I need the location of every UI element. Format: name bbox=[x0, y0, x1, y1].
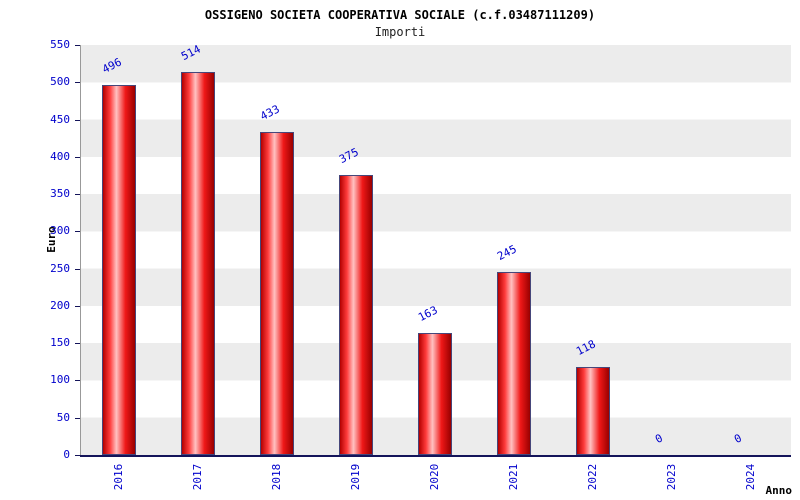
y-tick-label: 500 bbox=[50, 75, 70, 89]
x-tick-label: 2021 bbox=[506, 463, 520, 491]
x-tick-label: 2016 bbox=[112, 463, 126, 491]
bar bbox=[260, 132, 295, 455]
x-tick-label: 2018 bbox=[270, 463, 284, 491]
x-tick-label: 2023 bbox=[664, 463, 678, 491]
y-tick-mark bbox=[75, 417, 80, 419]
bar bbox=[339, 175, 374, 455]
y-tick-mark bbox=[75, 82, 80, 84]
y-tick-label: 300 bbox=[50, 224, 70, 238]
bar bbox=[575, 367, 610, 455]
y-tick-mark bbox=[75, 194, 80, 196]
y-tick-label: 200 bbox=[50, 298, 70, 312]
y-tick-mark bbox=[75, 119, 80, 121]
y-tick-label: 150 bbox=[50, 336, 70, 350]
x-tick-label: 2019 bbox=[349, 463, 363, 491]
chart-subtitle: Importi bbox=[374, 25, 426, 39]
y-tick-label: 50 bbox=[56, 410, 70, 424]
bar bbox=[496, 272, 531, 455]
y-tick-label: 400 bbox=[50, 149, 70, 163]
y-tick-label: 350 bbox=[50, 187, 70, 201]
y-tick-label: 100 bbox=[50, 373, 70, 387]
x-tick-label: 2020 bbox=[428, 463, 441, 491]
y-tick-mark bbox=[75, 231, 80, 233]
y-tick-label: 450 bbox=[50, 112, 70, 126]
x-tick-label: 2022 bbox=[585, 463, 599, 491]
x-axis-line bbox=[80, 455, 791, 457]
y-tick-mark bbox=[75, 455, 80, 456]
x-tick-label: 2017 bbox=[191, 463, 205, 491]
chart-title: OSSIGENO SOCIETA COOPERATIVA SOCIALE (c.… bbox=[204, 8, 596, 22]
bar bbox=[181, 71, 216, 455]
y-tick-mark bbox=[75, 268, 80, 270]
y-tick-label: 550 bbox=[50, 38, 70, 51]
bar bbox=[102, 85, 137, 455]
y-tick-mark bbox=[75, 343, 80, 345]
y-tick-mark bbox=[75, 156, 80, 158]
x-tick-label: 2024 bbox=[743, 463, 757, 491]
y-tick-mark bbox=[75, 45, 80, 46]
bar bbox=[418, 333, 452, 455]
x-axis-title: Anno bbox=[765, 484, 793, 497]
y-tick-mark bbox=[75, 380, 80, 382]
y-tick-mark bbox=[75, 305, 80, 307]
y-tick-label: 0 bbox=[63, 448, 70, 461]
y-tick-label: 250 bbox=[50, 261, 70, 275]
